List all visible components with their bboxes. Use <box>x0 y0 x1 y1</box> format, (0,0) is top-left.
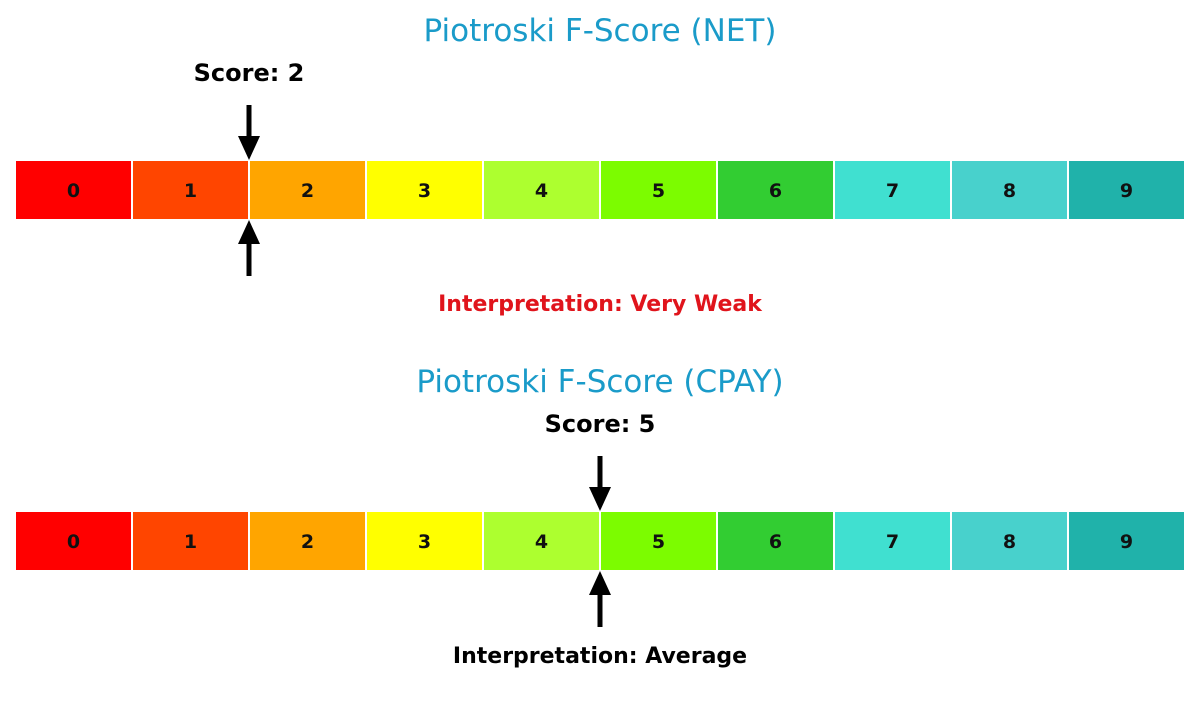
segment-label-2: 2 <box>301 180 314 202</box>
down-arrow-head <box>589 487 611 511</box>
segment-label-0: 0 <box>67 180 80 202</box>
down-arrow-head <box>238 136 260 160</box>
interpretation-label: Interpretation: Very Weak <box>438 292 763 317</box>
segment-0 <box>14 510 133 572</box>
up-arrow-head <box>238 220 260 244</box>
segment-label-0: 0 <box>67 531 80 553</box>
gauge-net: Piotroski F-Score (NET) Score: 2 0 1 2 3 4 5 6… <box>14 13 1186 317</box>
segment-label-9: 9 <box>1120 180 1133 202</box>
segment-label-5: 5 <box>652 180 665 202</box>
score-label: Score: 5 <box>545 410 656 438</box>
segment-label-6: 6 <box>769 531 782 553</box>
segment-4 <box>482 159 601 221</box>
segment-2 <box>248 159 367 221</box>
segment-label-4: 4 <box>535 531 548 553</box>
segment-3 <box>365 510 484 572</box>
score-arrows <box>589 456 611 627</box>
segment-label-8: 8 <box>1003 180 1016 202</box>
segment-label-3: 3 <box>418 180 431 202</box>
gauge-cpay: Piotroski F-Score (CPAY) Score: 5 0 1 2 3 4 5… <box>14 364 1186 669</box>
segment-label-5: 5 <box>652 531 665 553</box>
segment-8 <box>950 510 1069 572</box>
interpretation-label: Interpretation: Average <box>453 644 747 669</box>
score-label: Score: 2 <box>194 59 305 87</box>
segment-1 <box>131 159 250 221</box>
segment-0 <box>14 159 133 221</box>
segment-label-8: 8 <box>1003 531 1016 553</box>
segment-label-1: 1 <box>184 531 197 553</box>
segment-6 <box>716 159 835 221</box>
gauge-title: Piotroski F-Score (NET) <box>424 13 777 49</box>
segment-2 <box>248 510 367 572</box>
segment-label-3: 3 <box>418 531 431 553</box>
segment-label-2: 2 <box>301 531 314 553</box>
gauge-title: Piotroski F-Score (CPAY) <box>416 364 783 400</box>
segment-label-7: 7 <box>886 180 899 202</box>
segment-9 <box>1067 159 1186 221</box>
segment-label-6: 6 <box>769 180 782 202</box>
segment-bar: 0 1 2 3 4 5 6 7 8 9 <box>14 159 1186 221</box>
segment-1 <box>131 510 250 572</box>
segment-label-9: 9 <box>1120 531 1133 553</box>
segment-bar: 0 1 2 3 4 5 6 7 8 9 <box>14 510 1186 572</box>
segment-label-4: 4 <box>535 180 548 202</box>
segment-9 <box>1067 510 1186 572</box>
segment-8 <box>950 159 1069 221</box>
segment-label-1: 1 <box>184 180 197 202</box>
segment-7 <box>833 159 952 221</box>
up-arrow-head <box>589 571 611 595</box>
segment-7 <box>833 510 952 572</box>
segment-5 <box>599 159 718 221</box>
score-arrows <box>238 105 260 276</box>
segment-label-7: 7 <box>886 531 899 553</box>
